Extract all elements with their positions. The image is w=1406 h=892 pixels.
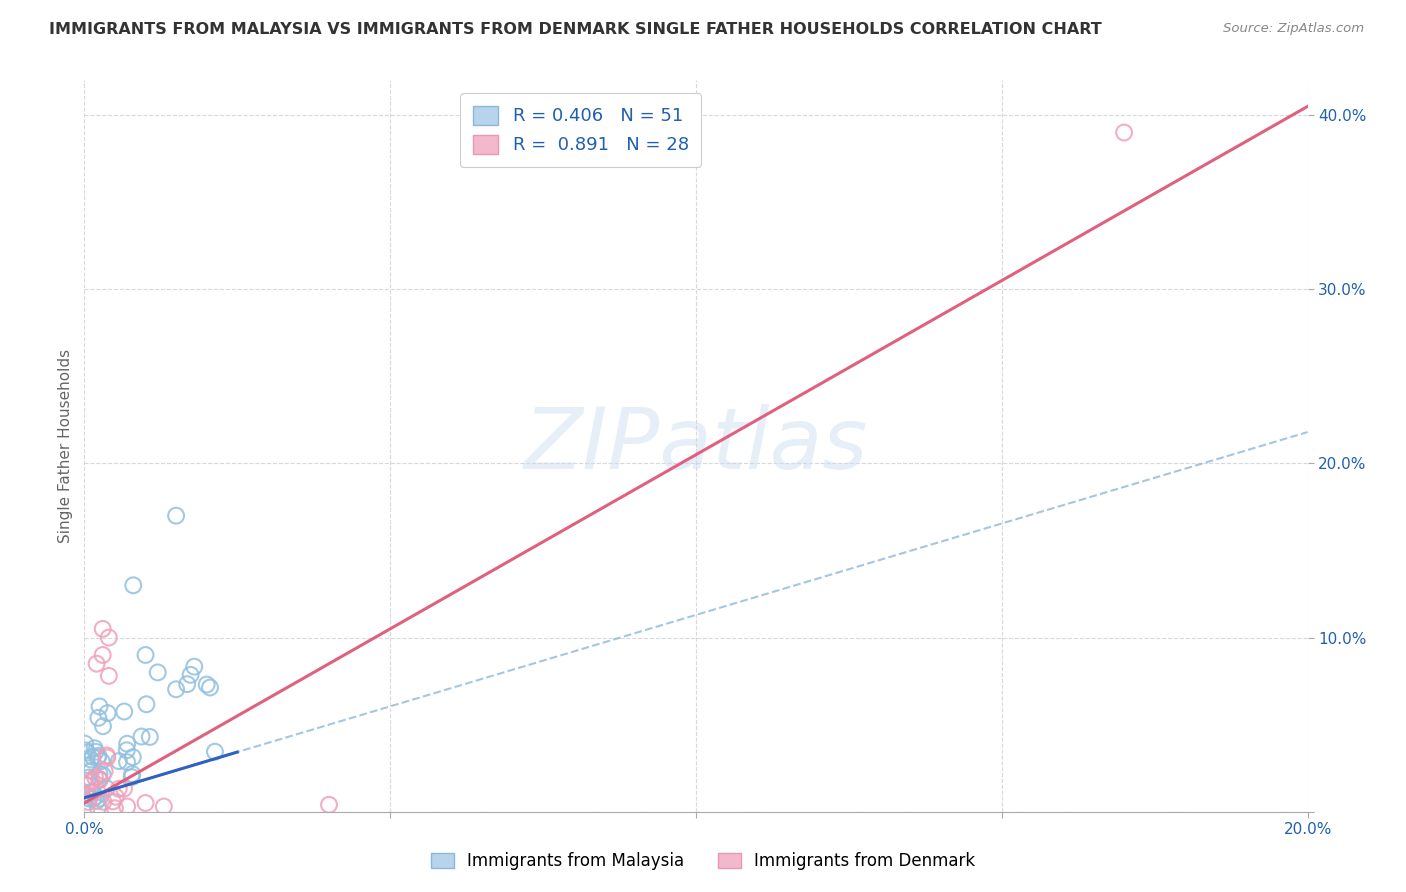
Point [115, 737, 138, 751]
Point [84, 745, 107, 759]
Point [89, 766, 111, 780]
Point [195, 677, 218, 691]
Point [75, 788, 97, 802]
Point [115, 755, 138, 769]
Point [77, 795, 100, 809]
Point [153, 799, 176, 814]
Point [96, 781, 118, 796]
Point [91, 768, 114, 782]
Point [87, 750, 110, 764]
Point [96, 748, 118, 763]
Point [86, 783, 108, 797]
Point [77, 791, 100, 805]
Point [86, 794, 108, 808]
Point [165, 508, 187, 523]
Point [96, 750, 118, 764]
Point [80, 753, 103, 767]
Point [93, 764, 115, 779]
Point [89, 772, 111, 787]
Point [84, 789, 107, 804]
Point [135, 648, 157, 662]
Point [107, 781, 129, 796]
Point [82, 784, 104, 798]
Point [87, 711, 110, 725]
Legend: Immigrants from Malaysia, Immigrants from Denmark: Immigrants from Malaysia, Immigrants fro… [423, 846, 983, 877]
Legend: R = 0.406   N = 51, R =  0.891   N = 28: R = 0.406 N = 51, R = 0.891 N = 28 [460, 93, 702, 167]
Point [112, 781, 135, 796]
Point [90, 754, 112, 768]
Point [121, 770, 143, 784]
Point [139, 730, 162, 744]
Point [82, 791, 104, 805]
Point [86, 657, 108, 671]
Point [75, 788, 97, 802]
Point [318, 797, 340, 812]
Point [91, 719, 114, 733]
Point [121, 750, 143, 764]
Point [104, 801, 127, 815]
Text: Source: ZipAtlas.com: Source: ZipAtlas.com [1223, 22, 1364, 36]
Point [75, 737, 97, 751]
Point [108, 754, 131, 768]
Point [97, 669, 120, 683]
Point [115, 743, 138, 757]
Point [146, 665, 169, 680]
Y-axis label: Single Father Households: Single Father Households [58, 349, 73, 543]
Point [91, 648, 114, 662]
Point [135, 698, 157, 712]
Point [75, 777, 97, 791]
Point [198, 681, 221, 695]
Point [89, 699, 111, 714]
Point [89, 772, 111, 787]
Point [176, 677, 198, 691]
Point [101, 794, 124, 808]
Point [97, 631, 120, 645]
Point [87, 748, 110, 763]
Text: ZIPatlas: ZIPatlas [524, 404, 868, 488]
Point [75, 803, 97, 817]
Point [80, 774, 103, 789]
Point [76, 746, 98, 760]
Point [80, 764, 103, 778]
Point [122, 578, 145, 592]
Point [87, 800, 110, 814]
Point [83, 741, 105, 756]
Point [104, 789, 127, 804]
Point [115, 799, 138, 814]
Point [165, 682, 187, 697]
Point [180, 668, 202, 682]
Point [84, 770, 107, 784]
Point [82, 749, 104, 764]
Point [93, 795, 115, 809]
Point [79, 775, 101, 789]
Point [89, 791, 111, 805]
Point [97, 706, 120, 720]
Point [77, 771, 100, 785]
Point [89, 772, 111, 786]
Point [183, 659, 205, 673]
Point [131, 730, 153, 744]
Point [204, 745, 226, 759]
Point [135, 796, 157, 810]
Point [75, 743, 97, 757]
Point [112, 705, 135, 719]
Text: IMMIGRANTS FROM MALAYSIA VS IMMIGRANTS FROM DENMARK SINGLE FATHER HOUSEHOLDS COR: IMMIGRANTS FROM MALAYSIA VS IMMIGRANTS F… [49, 22, 1102, 37]
Point [76, 758, 98, 772]
Point [1114, 126, 1136, 140]
Point [121, 767, 143, 781]
Point [91, 622, 114, 636]
